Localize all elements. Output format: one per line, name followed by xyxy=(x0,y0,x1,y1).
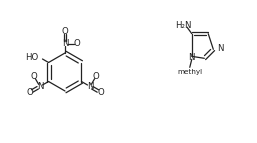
Text: HO: HO xyxy=(25,53,38,62)
Text: O: O xyxy=(74,39,80,48)
Text: O: O xyxy=(93,72,99,81)
Text: H₂N: H₂N xyxy=(175,21,192,30)
Text: O: O xyxy=(97,88,104,97)
Text: methyl: methyl xyxy=(177,69,202,75)
Text: N: N xyxy=(62,39,68,48)
Text: O: O xyxy=(26,88,33,97)
Text: O: O xyxy=(62,26,68,35)
Text: N: N xyxy=(189,53,195,62)
Text: O: O xyxy=(31,72,37,81)
Text: N: N xyxy=(217,44,224,53)
Text: N: N xyxy=(37,82,43,91)
Text: N: N xyxy=(87,82,93,91)
